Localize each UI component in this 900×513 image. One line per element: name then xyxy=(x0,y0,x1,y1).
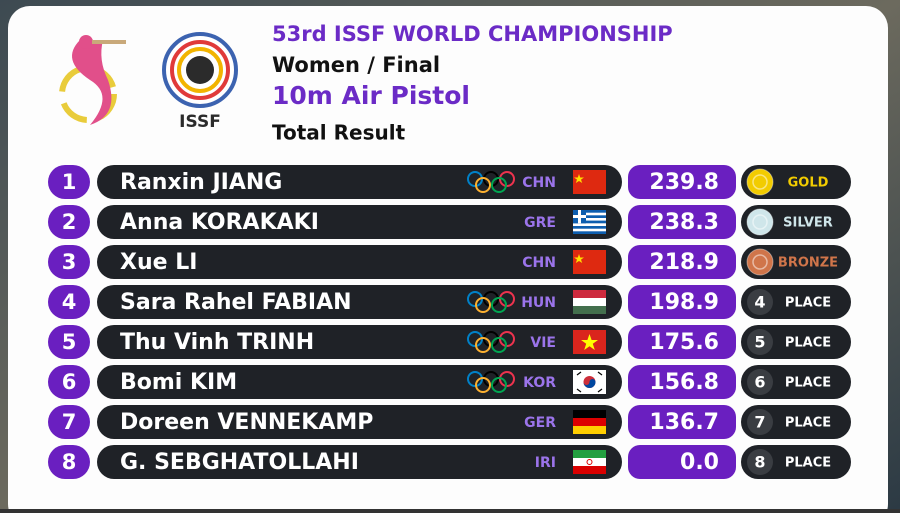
name-bar xyxy=(97,245,622,279)
medal-inner xyxy=(752,254,768,270)
athlete-name: Sara Rahel FABIAN xyxy=(120,290,352,315)
athlete-name: Anna KORAKAKI xyxy=(120,210,319,235)
place-number: 6 xyxy=(754,373,765,392)
athlete-name: G. SEBGHATOLLAHI xyxy=(120,450,359,475)
country-code: HUN xyxy=(521,295,556,311)
flag xyxy=(573,450,606,474)
rank-badge xyxy=(48,405,90,439)
score: 0.0 xyxy=(680,450,719,475)
rank: 3 xyxy=(62,250,77,274)
flag xyxy=(573,330,606,354)
medal-icon xyxy=(746,208,774,236)
flag xyxy=(573,170,606,194)
score-box xyxy=(628,445,736,479)
championship-logo xyxy=(59,35,126,125)
medal-inner xyxy=(752,214,768,230)
score-box xyxy=(628,405,736,439)
score: 136.7 xyxy=(649,410,719,435)
score-box xyxy=(628,205,736,239)
country-code: GRE xyxy=(524,215,556,231)
name-bar xyxy=(97,405,622,439)
award-label: PLACE xyxy=(785,416,831,431)
rank-badge xyxy=(48,365,90,399)
name-bar xyxy=(97,285,622,319)
rank-badge xyxy=(48,245,90,279)
medal-icon xyxy=(746,248,774,276)
stage: Total Result xyxy=(272,121,406,145)
name-bar xyxy=(97,445,622,479)
rank-badge xyxy=(48,205,90,239)
place-icon xyxy=(747,329,773,355)
rank-badge xyxy=(48,325,90,359)
rank-badge xyxy=(48,165,90,199)
score-box xyxy=(628,325,736,359)
place-number: 7 xyxy=(754,413,765,432)
rank: 2 xyxy=(62,210,77,234)
award-label: PLACE xyxy=(785,376,831,391)
score: 175.6 xyxy=(649,330,719,355)
flag xyxy=(573,290,606,314)
logo-text: ISSF xyxy=(179,112,221,132)
place-number: 4 xyxy=(754,293,765,312)
place-number: 8 xyxy=(754,453,765,472)
award-label: PLACE xyxy=(785,336,831,351)
score: 156.8 xyxy=(649,370,719,395)
rank-badge xyxy=(48,285,90,319)
place-icon xyxy=(747,449,773,475)
discipline: 10m Air Pistol xyxy=(272,81,470,110)
country-code: IRI xyxy=(535,455,556,471)
place-number: 5 xyxy=(754,333,765,352)
country-code: CHN xyxy=(522,175,556,191)
flag xyxy=(573,410,606,434)
score-box xyxy=(628,365,736,399)
award-label: BRONZE xyxy=(778,256,838,271)
athlete-name: Thu Vinh TRINH xyxy=(120,330,314,355)
country-code: CHN xyxy=(522,255,556,271)
name-bar xyxy=(97,365,622,399)
athlete-name: Bomi KIM xyxy=(120,370,237,395)
score-box xyxy=(628,245,736,279)
rank-badge xyxy=(48,445,90,479)
place-icon xyxy=(747,289,773,315)
country-code: GER xyxy=(524,415,556,431)
name-bar xyxy=(97,165,622,199)
award-label: GOLD xyxy=(788,176,829,191)
rank: 5 xyxy=(62,330,77,354)
rank: 4 xyxy=(62,290,77,314)
country-code: VIE xyxy=(530,335,556,351)
score: 239.8 xyxy=(649,170,719,195)
award-label: SILVER xyxy=(783,216,833,231)
athlete-name: Ranxin JIANG xyxy=(120,170,282,195)
event: Women / Final xyxy=(272,53,440,77)
place-icon xyxy=(747,409,773,435)
flag xyxy=(573,250,606,274)
name-bar xyxy=(97,205,622,239)
country-code: KOR xyxy=(523,375,556,391)
rank: 1 xyxy=(62,170,77,194)
award-label: PLACE xyxy=(785,296,831,311)
score: 238.3 xyxy=(649,210,719,235)
issf-logo: ISSF xyxy=(162,32,238,132)
name-bar xyxy=(97,325,622,359)
athlete-name: Xue LI xyxy=(120,250,197,275)
medal-icon xyxy=(746,168,774,196)
flag xyxy=(573,210,606,234)
place-icon xyxy=(747,369,773,395)
flag xyxy=(573,370,606,394)
medal-inner xyxy=(752,174,768,190)
award-label: PLACE xyxy=(785,456,831,471)
athlete-name: Doreen VENNEKAMP xyxy=(120,410,373,435)
rank: 6 xyxy=(62,370,77,394)
score-box xyxy=(628,165,736,199)
score: 198.9 xyxy=(649,290,719,315)
rank: 7 xyxy=(62,410,77,434)
rank: 8 xyxy=(62,450,77,474)
title: 53rd ISSF WORLD CHAMPIONSHIP xyxy=(272,22,673,46)
score: 218.9 xyxy=(649,250,719,275)
score-box xyxy=(628,285,736,319)
